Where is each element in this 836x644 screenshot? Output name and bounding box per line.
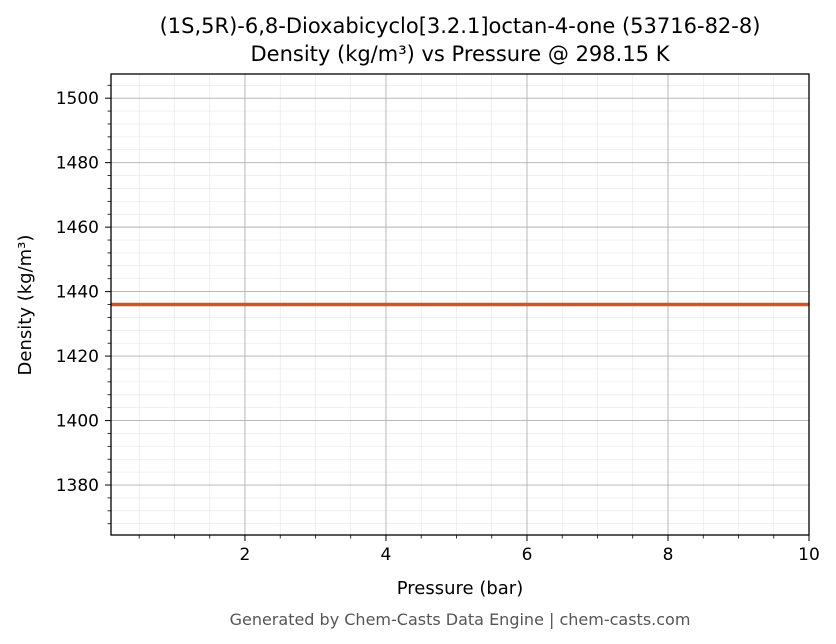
chart-title-line2: Density (kg/m³) vs Pressure @ 298.15 K: [250, 42, 670, 66]
x-tick-label: 2: [240, 545, 251, 565]
y-tick-label: 1440: [56, 283, 99, 303]
y-tick-label: 1460: [56, 218, 99, 238]
y-tick-label: 1400: [56, 412, 99, 432]
footer-credit: Generated by Chem-Casts Data Engine | ch…: [230, 610, 691, 629]
x-tick-label: 4: [381, 545, 392, 565]
x-axis-label: Pressure (bar): [397, 578, 523, 599]
y-axis-label: Density (kg/m³): [15, 235, 36, 376]
y-tick-label: 1420: [56, 347, 99, 367]
x-tick-label: 8: [663, 545, 674, 565]
axis-ticks: [105, 84, 810, 541]
axis-tick-labels: 2 4 6 8 10 1380 1400 1420 1440 1460 1480 1500: [56, 89, 820, 565]
y-tick-label: 1480: [56, 154, 99, 174]
x-tick-label: 6: [522, 545, 533, 565]
x-tick-label: 10: [798, 545, 820, 565]
y-tick-label: 1500: [56, 89, 99, 109]
y-tick-label: 1380: [56, 476, 99, 496]
chart-title-line1: (1S,5R)-6,8-Dioxabicyclo[3.2.1]octan-4-o…: [160, 14, 761, 38]
